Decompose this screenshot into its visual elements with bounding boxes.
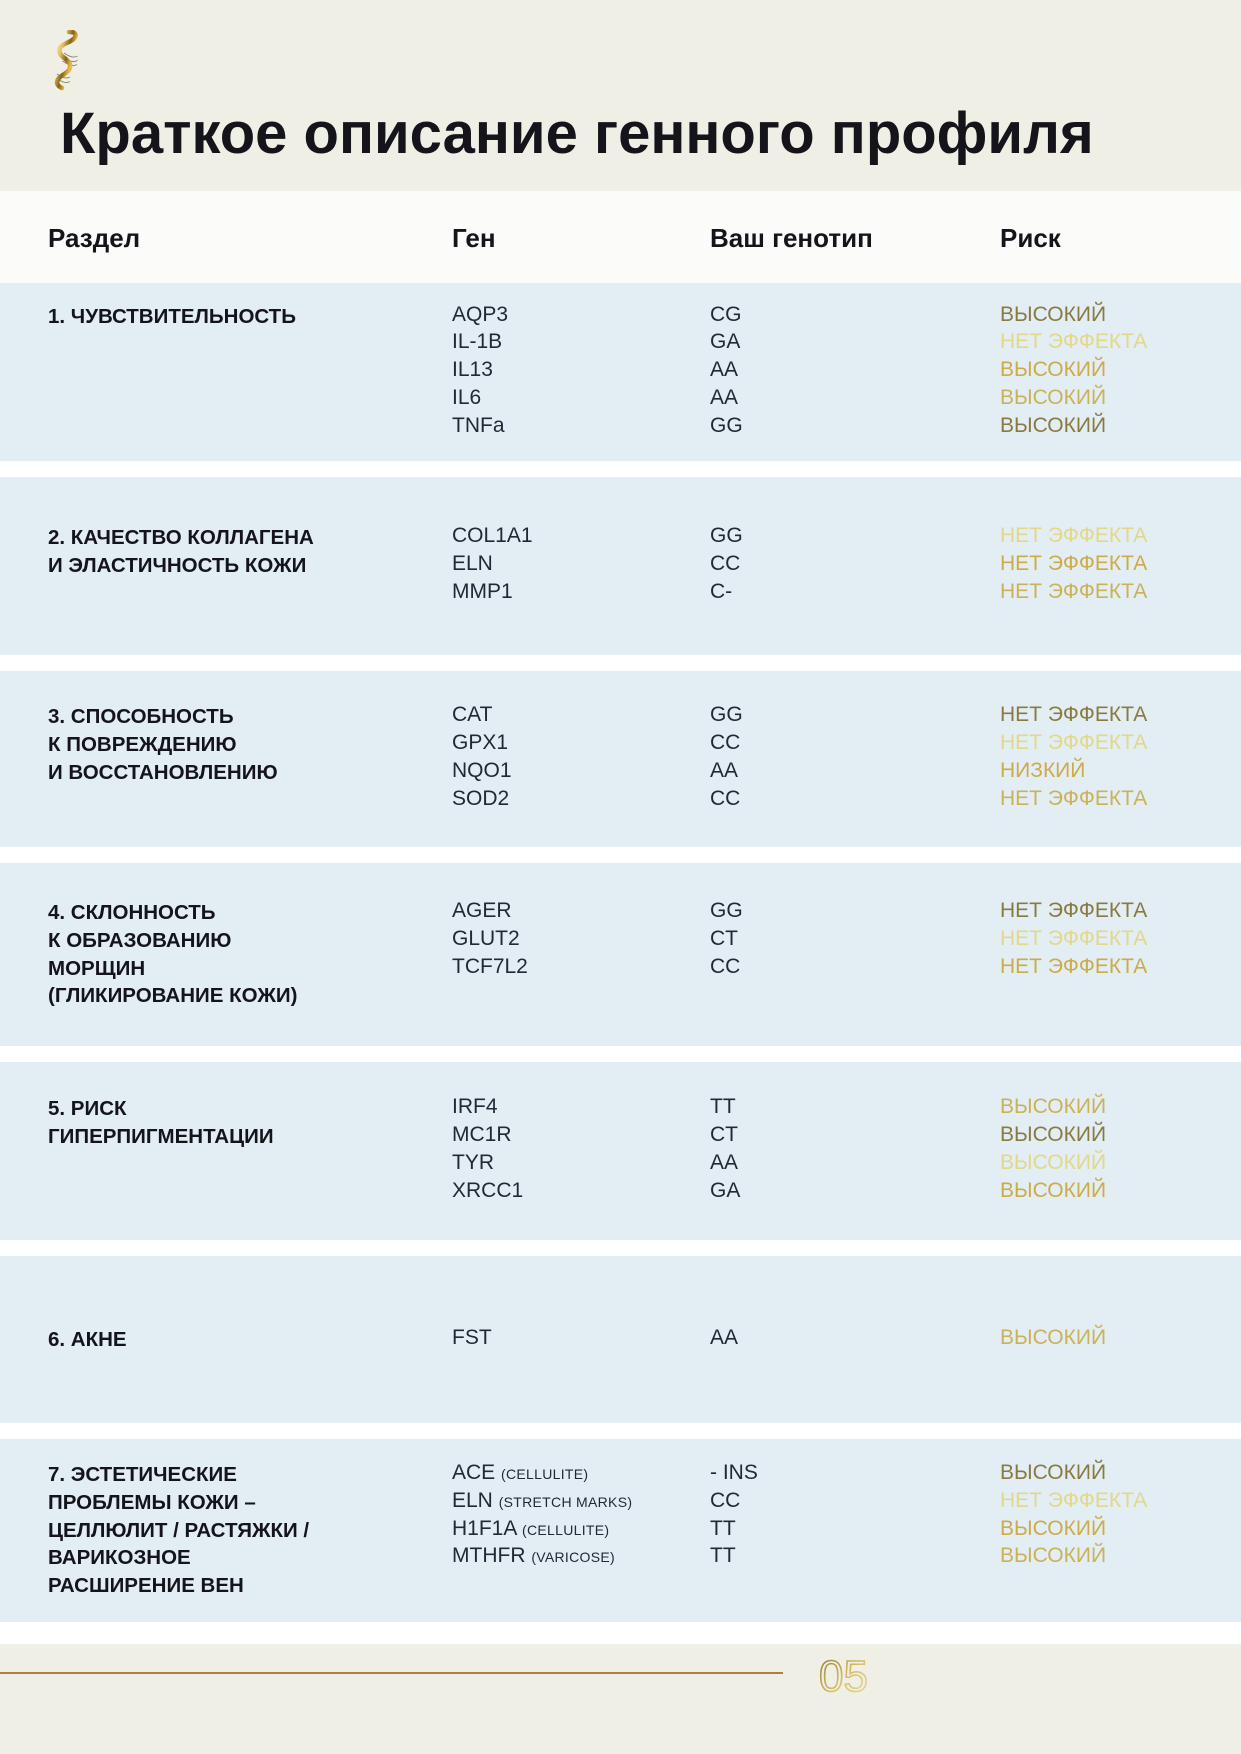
svg-text:05: 05 <box>819 1652 868 1701</box>
